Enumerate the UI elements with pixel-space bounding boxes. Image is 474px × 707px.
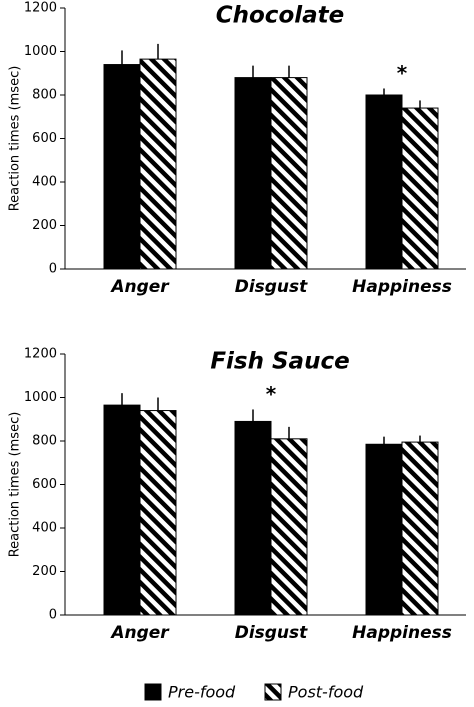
bar	[401, 107, 439, 270]
bar	[365, 94, 403, 270]
y-tick-label: 200	[32, 218, 57, 233]
bar	[103, 404, 141, 616]
y-tick-label: 600	[32, 131, 57, 146]
y-tick-label: 1000	[24, 390, 57, 405]
y-tick-label: 1200	[24, 347, 57, 362]
y-tick-label: 800	[32, 434, 57, 449]
y-tick-label: 0	[49, 608, 57, 623]
y-tick-label: 400	[32, 521, 57, 536]
bar	[401, 441, 439, 616]
x-tick-label: Disgust	[235, 277, 308, 297]
x-tick-label: Happiness	[352, 277, 452, 297]
bar	[139, 58, 177, 270]
y-tick-label: 1200	[24, 1, 57, 16]
bar	[365, 443, 403, 616]
y-tick-label: 600	[32, 477, 57, 492]
y-tick-label: 1000	[24, 44, 57, 59]
legend-swatch	[264, 683, 282, 701]
legend-swatch	[144, 683, 162, 701]
bar	[270, 77, 308, 270]
y-axis-label: Reaction times (msec)	[8, 66, 23, 212]
y-tick-label: 0	[49, 262, 57, 277]
y-axis-label: Reaction times (msec)	[8, 412, 23, 558]
y-tick-label: 400	[32, 175, 57, 190]
bar	[103, 64, 141, 270]
y-tick-label: 800	[32, 88, 57, 103]
bar	[139, 410, 177, 616]
x-tick-label: Disgust	[235, 623, 308, 643]
bar	[234, 77, 272, 270]
annotation: *	[397, 61, 408, 85]
legend-label: Pre-food	[168, 683, 236, 702]
chart-title: Fish Sauce	[210, 349, 349, 375]
annotation: *	[266, 382, 277, 406]
bar	[234, 420, 272, 616]
x-tick-label: Anger	[109, 623, 170, 643]
x-tick-label: Happiness	[352, 623, 452, 643]
x-tick-label: Anger	[109, 277, 170, 297]
legend-label: Post-food	[288, 683, 364, 702]
chart-title: Chocolate	[216, 3, 345, 29]
bar	[270, 438, 308, 616]
y-tick-label: 200	[32, 564, 57, 579]
